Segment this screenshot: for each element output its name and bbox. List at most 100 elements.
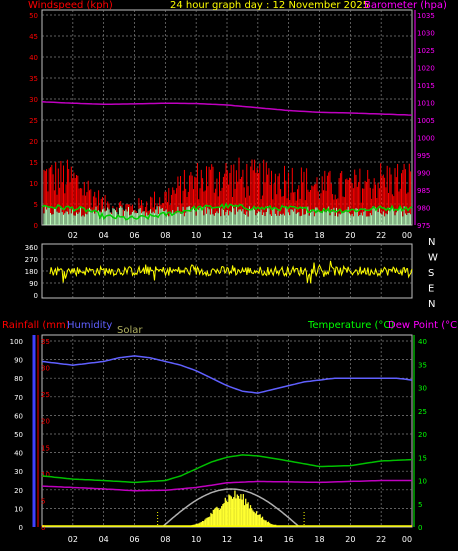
lower-panel-xtick-label: 04 [99, 535, 109, 544]
barometer-ytick-label: 995 [417, 152, 430, 160]
temperature-axis-title: Temperature (°C) [308, 320, 395, 331]
temperature-ytick-label: 20 [418, 431, 427, 439]
wind-ytick-label: 45 [29, 33, 38, 41]
wind-ytick-label: 0 [34, 222, 38, 230]
wind-barometer-panel: 0510152025303540455097598098599099510001… [29, 9, 435, 240]
humidity-ytick-label: 10 [14, 505, 23, 513]
rain-humidity-temperature-panel: 0102030405060708090100051015202530350510… [10, 334, 427, 544]
lower-panel-xtick-label: 10 [191, 535, 201, 544]
wind-ytick-label: 5 [34, 201, 38, 209]
rainfall-ytick-label: 5 [41, 497, 45, 505]
humidity-line [41, 355, 413, 394]
compass-label: N [428, 237, 435, 248]
wind-panel-xtick-label: 10 [191, 231, 201, 240]
barometer-axis-title: Barometer (hpa) [364, 0, 447, 11]
lower-panel-xtick-label: 12 [222, 535, 232, 544]
humidity-ytick-label: 60 [14, 412, 23, 420]
barometer-ytick-label: 1005 [417, 117, 435, 125]
wind-panel-xtick-label: 12 [222, 231, 232, 240]
direction-ytick-label: 360 [25, 244, 38, 252]
compass-label: S [428, 268, 434, 279]
temperature-ytick-label: 5 [418, 501, 422, 509]
barometer-ytick-label: 1000 [417, 135, 435, 143]
barometer-ytick-label: 980 [417, 205, 430, 213]
rainfall-ytick-label: 20 [41, 418, 50, 426]
humidity-ytick-label: 30 [14, 468, 23, 476]
wind-panel-xtick-label: 00 [402, 231, 412, 240]
humidity-ytick-label: 70 [14, 394, 23, 402]
wind-direction-trace [49, 260, 413, 284]
wind-ytick-label: 35 [29, 75, 38, 83]
lower-panel-xtick-label: 18 [314, 535, 324, 544]
wind-ytick-label: 50 [29, 12, 38, 20]
temperature-ytick-label: 30 [418, 385, 427, 393]
rainfall-axis-title: Rainfall (mm) [2, 320, 70, 331]
wind-average-line [41, 202, 413, 221]
barometer-ytick-label: 990 [417, 170, 430, 178]
barometer-ytick-label: 1015 [417, 82, 435, 90]
lower-panel-xtick-label: 22 [376, 535, 386, 544]
humidity-ytick-label: 100 [10, 338, 23, 346]
wind-ytick-label: 40 [29, 54, 38, 62]
temperature-ytick-label: 35 [418, 361, 427, 369]
humidity-ytick-label: 80 [14, 375, 23, 383]
wind-panel-xtick-label: 06 [129, 231, 139, 240]
barometer-ytick-label: 1010 [417, 100, 435, 108]
rainfall-ytick-label: 15 [41, 444, 50, 452]
compass-label: E [428, 284, 434, 295]
rainfall-ytick-label: 0 [41, 524, 45, 532]
wind-ytick-label: 20 [29, 138, 38, 146]
wind-panel-xtick-label: 14 [253, 231, 263, 240]
humidity-ytick-label: 20 [14, 487, 23, 495]
dewpoint-axis-title: Dew Point (°C) [388, 320, 458, 331]
barometer-ytick-label: 985 [417, 187, 430, 195]
wind-panel-xtick-label: 18 [314, 231, 324, 240]
temperature-ytick-label: 0 [418, 524, 422, 532]
temperature-line [41, 454, 413, 484]
compass-label: W [428, 253, 438, 264]
rainfall-ytick-label: 10 [41, 471, 50, 479]
barometer-ytick-label: 1020 [417, 65, 435, 73]
wind-ytick-label: 15 [29, 159, 38, 167]
windspeed-axis-title: Windspeed (kph) [28, 0, 113, 11]
humidity-ytick-label: 0 [19, 524, 23, 532]
barometer-line [41, 101, 413, 116]
wind-panel-xtick-label: 20 [345, 231, 355, 240]
barometer-ytick-label: 1025 [417, 47, 435, 55]
direction-ytick-label: 270 [25, 256, 38, 264]
wind-ytick-label: 25 [29, 117, 38, 125]
solar-axis-title: Solar [117, 325, 143, 336]
lower-panel-xtick-label: 16 [284, 535, 294, 544]
direction-ytick-label: 90 [29, 280, 38, 288]
solar-max-curve [161, 488, 300, 528]
graph-title: 24 hour graph day : 12 November 2025 [170, 0, 370, 11]
temperature-ytick-label: 40 [418, 338, 427, 346]
wind-panel-xtick-label: 08 [160, 231, 170, 240]
temperature-ytick-label: 25 [418, 408, 427, 416]
temperature-ytick-label: 10 [418, 478, 427, 486]
dewpoint-line [41, 479, 412, 492]
temperature-ytick-label: 15 [418, 454, 427, 462]
barometer-ytick-label: 1030 [417, 30, 435, 38]
direction-ytick-label: 180 [25, 268, 38, 276]
humidity-ytick-label: 50 [14, 431, 23, 439]
lower-panel-xtick-label: 14 [253, 535, 263, 544]
lower-panel-xtick-label: 02 [68, 535, 78, 544]
lower-panel-xtick-label: 20 [345, 535, 355, 544]
wind-panel-xtick-label: 22 [376, 231, 386, 240]
rainfall-ytick-label: 25 [41, 391, 50, 399]
rainfall-ytick-label: 30 [41, 365, 50, 373]
barometer-ytick-label: 1035 [417, 12, 435, 20]
humidity-ytick-label: 90 [14, 357, 23, 365]
lower-panel-xtick-label: 00 [402, 535, 412, 544]
barometer-ytick-label: 975 [417, 222, 430, 230]
wind-panel-xtick-label: 02 [68, 231, 78, 240]
wind-ytick-label: 10 [29, 180, 38, 188]
lower-panel-xtick-label: 08 [160, 535, 170, 544]
wind-panel-xtick-label: 16 [284, 231, 294, 240]
wind-ytick-label: 30 [29, 96, 38, 104]
lower-panel-xtick-label: 06 [129, 535, 139, 544]
humidity-ytick-label: 40 [14, 450, 23, 458]
